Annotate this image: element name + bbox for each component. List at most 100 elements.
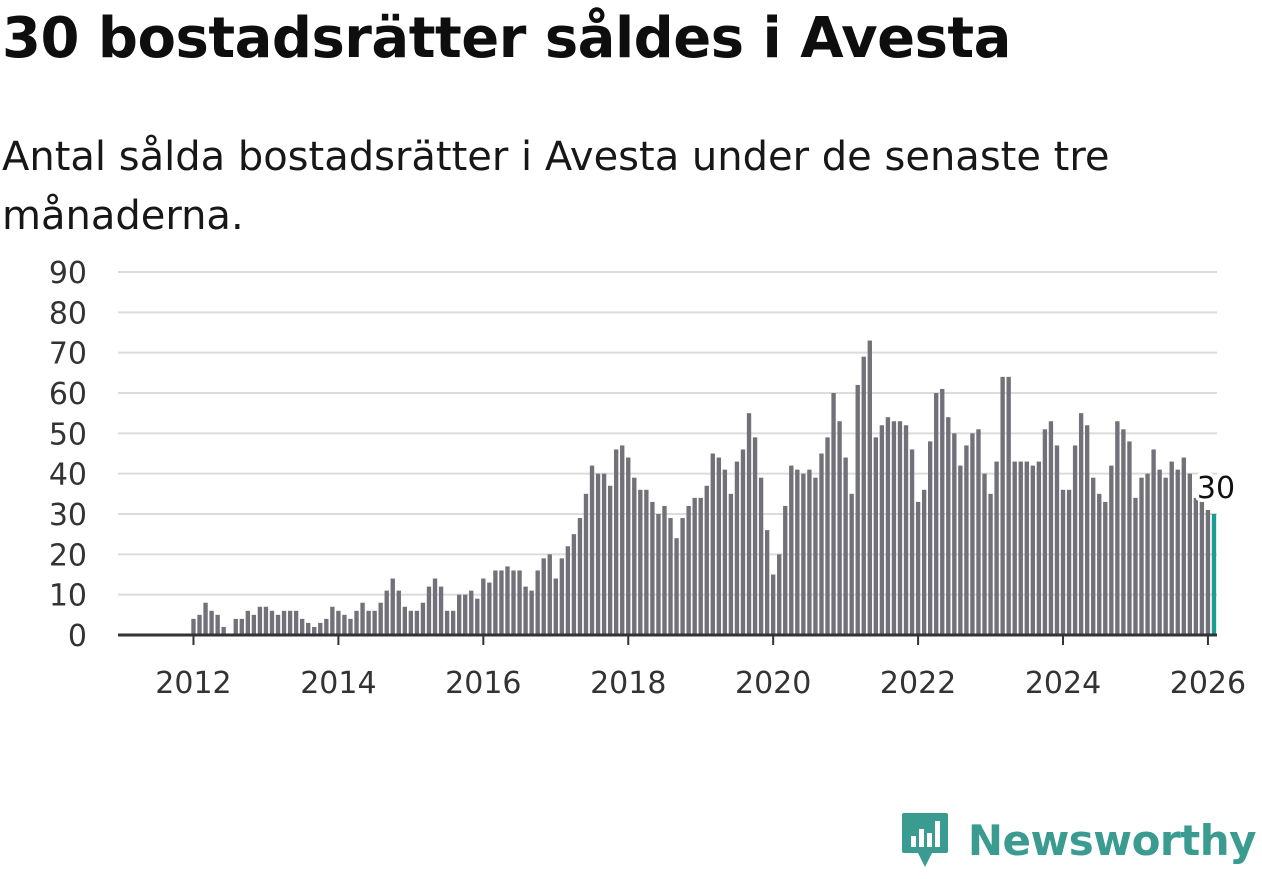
bar bbox=[517, 570, 522, 635]
bar bbox=[891, 421, 897, 635]
bar bbox=[1103, 501, 1108, 635]
bar bbox=[571, 534, 577, 635]
bar bbox=[686, 505, 691, 635]
bar bbox=[197, 614, 202, 635]
bar bbox=[752, 437, 758, 635]
bar bbox=[475, 598, 480, 635]
bar-latest bbox=[1211, 514, 1217, 635]
bar bbox=[662, 505, 667, 635]
bar bbox=[1036, 461, 1042, 635]
bar bbox=[1084, 425, 1090, 635]
bar bbox=[1205, 509, 1211, 635]
bar bbox=[758, 477, 764, 635]
bar bbox=[384, 590, 389, 635]
bar bbox=[867, 340, 872, 635]
bar bbox=[269, 610, 275, 635]
bar bbox=[1109, 465, 1114, 635]
bar bbox=[897, 421, 903, 635]
bar bbox=[589, 465, 595, 635]
bar bbox=[312, 626, 317, 635]
y-tick-label: 30 bbox=[49, 498, 87, 533]
bar bbox=[1115, 421, 1120, 635]
bar bbox=[1163, 477, 1168, 635]
bar bbox=[909, 449, 915, 635]
bar bbox=[934, 393, 939, 635]
bar bbox=[420, 602, 426, 635]
bar bbox=[396, 590, 401, 635]
bar bbox=[1139, 477, 1144, 635]
bar bbox=[819, 453, 824, 635]
bar bbox=[958, 465, 963, 635]
bar bbox=[952, 433, 957, 635]
bar bbox=[1169, 461, 1174, 635]
bar bbox=[481, 578, 486, 635]
bar bbox=[988, 493, 993, 635]
bar bbox=[650, 501, 655, 635]
bar bbox=[976, 429, 981, 635]
bar bbox=[638, 489, 643, 635]
bar bbox=[795, 469, 800, 635]
bar bbox=[698, 497, 703, 635]
bar bbox=[716, 457, 722, 635]
bar bbox=[1175, 469, 1180, 635]
bar bbox=[1181, 457, 1186, 635]
chart-title: 30 bostadsrätter såldes i Avesta bbox=[2, 6, 1011, 71]
bar bbox=[1030, 465, 1036, 635]
bar bbox=[1097, 493, 1102, 635]
bar bbox=[366, 610, 371, 635]
bar bbox=[456, 594, 462, 635]
bar bbox=[1048, 421, 1054, 635]
bar bbox=[1187, 473, 1193, 635]
bar bbox=[408, 610, 414, 635]
bar bbox=[903, 425, 909, 635]
bar bbox=[239, 618, 244, 635]
bar bbox=[523, 586, 528, 635]
bar bbox=[940, 388, 945, 635]
bar bbox=[704, 485, 709, 635]
bar bbox=[777, 554, 782, 635]
bar bbox=[450, 610, 456, 635]
bar bbox=[861, 356, 866, 635]
bar bbox=[1078, 413, 1084, 635]
bar bbox=[982, 473, 987, 635]
bar bbox=[203, 602, 208, 635]
bar bbox=[463, 594, 468, 635]
x-tick-label: 2018 bbox=[590, 666, 666, 701]
bar bbox=[994, 461, 999, 635]
bar bbox=[1091, 477, 1096, 635]
bar bbox=[493, 570, 498, 635]
bar bbox=[1060, 489, 1066, 635]
bar bbox=[330, 606, 335, 635]
x-axis-ticks: 2012 2014 2016 2018 2020 2022 2024 2026 bbox=[155, 635, 1246, 701]
bar bbox=[372, 610, 377, 635]
bar bbox=[209, 610, 214, 635]
bar bbox=[565, 546, 571, 635]
bar bbox=[831, 393, 836, 635]
bar bbox=[873, 437, 879, 635]
bar bbox=[275, 614, 281, 635]
bar bbox=[1006, 376, 1011, 635]
x-tick-label: 2020 bbox=[735, 666, 811, 701]
bar bbox=[1199, 501, 1205, 635]
bar bbox=[1054, 445, 1060, 635]
bar bbox=[1042, 429, 1048, 635]
bar bbox=[233, 618, 238, 635]
bar bbox=[692, 497, 697, 635]
bar bbox=[559, 558, 565, 635]
bar bbox=[348, 618, 353, 635]
bar bbox=[1193, 497, 1199, 635]
bar bbox=[414, 610, 420, 635]
bar bbox=[927, 441, 933, 635]
bar-series bbox=[191, 340, 1217, 635]
bar bbox=[251, 614, 257, 635]
newsworthy-logo-icon bbox=[901, 813, 948, 867]
bar bbox=[626, 457, 631, 635]
bar bbox=[263, 606, 269, 635]
y-tick-label: 90 bbox=[49, 256, 87, 291]
bar bbox=[734, 461, 740, 635]
bar bbox=[535, 570, 540, 635]
bar bbox=[789, 465, 794, 635]
y-tick-label: 10 bbox=[49, 579, 87, 614]
bar bbox=[1145, 473, 1150, 635]
bar bbox=[511, 570, 516, 635]
